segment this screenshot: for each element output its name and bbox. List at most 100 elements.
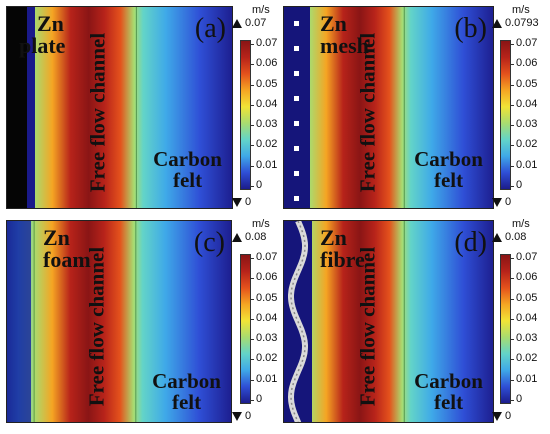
- colorbar-tick-mark: [511, 165, 514, 167]
- panel-b: Zn mesh (b) Free flow channel Carbon felt m/s 0…: [283, 4, 550, 216]
- colorbar-tick-mark: [511, 44, 514, 45]
- zn-label-line1: Zn: [320, 225, 347, 250]
- carbon-label-line1: Carbon: [414, 147, 483, 171]
- colorbar-tick-label: 0.01: [256, 372, 278, 385]
- colorbar-tick-mark: [511, 125, 514, 127]
- panel-d: Zn fibre (d) Free flow channel Carbon felt m/s…: [283, 218, 550, 430]
- min-triangle-icon: [492, 411, 502, 421]
- zn-electrode-label: Zn mesh: [320, 13, 369, 57]
- zn-label-line1: Zn: [37, 11, 64, 36]
- colorbar-tick-label: 0.04: [256, 97, 278, 110]
- colorbar-tick-label: 0.07: [516, 37, 538, 49]
- carbon-label-line1: Carbon: [414, 369, 483, 393]
- panel-letter: (b): [454, 13, 487, 44]
- zn-mesh-region: [284, 7, 310, 208]
- zn-plate-electrode: [7, 7, 27, 208]
- colorbar-tick-label: 0.02: [516, 138, 538, 151]
- colorbar-min: 0: [232, 410, 251, 422]
- velocity-field: [284, 7, 493, 208]
- colorbar-tick-label: 0.04: [256, 311, 278, 324]
- colorbar-tick-label: 0.03: [256, 332, 278, 345]
- colorbar-max: 0.0793: [492, 17, 539, 29]
- free-flow-channel-label: Free flow channel: [84, 246, 109, 406]
- min-triangle-icon: [232, 411, 242, 421]
- colorbar-tick-mark: [511, 400, 514, 401]
- colorbar-max-value: 0.08: [245, 231, 267, 243]
- velocity-field: [7, 221, 231, 422]
- mesh-wire-node: [294, 146, 299, 151]
- colorbar-tick-label: 0.03: [516, 332, 538, 345]
- colorbar-tick-mark: [511, 258, 514, 259]
- colorbar-tick-label: 0: [516, 179, 523, 191]
- colorbar-tick-mark: [251, 104, 254, 106]
- carbon-label-line1: Carbon: [152, 369, 221, 393]
- colorbar-tick-label: 0.07: [516, 251, 538, 263]
- colorbar-tick-label: 0.01: [516, 158, 538, 171]
- velocity-field-plot: Zn foam (c) Free flow channel Carbon felt: [6, 220, 232, 423]
- zn-electrode-label: Zn plate: [19, 11, 65, 57]
- colorbar-tick-mark: [251, 125, 254, 127]
- colorbar-min: 0: [492, 410, 511, 422]
- zn-foam-region: [7, 221, 31, 422]
- zn-label-line1: Zn: [320, 11, 347, 36]
- velocity-gradient: [7, 221, 231, 422]
- carbon-label-line2: felt: [433, 168, 464, 192]
- colorbar-unit: m/s: [252, 218, 270, 230]
- colorbar-unit: m/s: [512, 4, 530, 16]
- colorbar-tick-label: 0.07: [256, 37, 278, 49]
- colorbar-tick-mark: [251, 165, 254, 167]
- colorbar-tick-mark: [251, 84, 254, 86]
- zn-label-line2: mesh: [320, 33, 369, 58]
- colorbar-tick-mark: [251, 400, 254, 401]
- colorbar-tick-mark: [511, 84, 514, 86]
- mesh-wire-node: [294, 71, 299, 76]
- panel-letter: (a): [194, 13, 226, 44]
- velocity-field: [284, 221, 493, 422]
- colorbar: [500, 40, 511, 190]
- mesh-wire-node: [294, 46, 299, 51]
- colorbar-tick-label: 0.04: [516, 311, 538, 324]
- colorbar-tick-mark: [511, 278, 514, 280]
- colorbar-tick-mark: [511, 359, 514, 361]
- colorbar-tick-label: 0.03: [516, 118, 538, 131]
- colorbar-tick-label: 0.05: [256, 77, 278, 90]
- mesh-wire-node: [294, 21, 299, 26]
- max-triangle-icon: [492, 18, 502, 28]
- panel-letter: (c): [193, 227, 225, 258]
- colorbar-unit: m/s: [252, 4, 270, 16]
- colorbar-tick-label: 0.06: [516, 271, 538, 284]
- colorbar-tick-label: 0: [256, 393, 263, 405]
- colorbar-tick-label: 0: [256, 179, 263, 191]
- colorbar-tick-label: 0.06: [516, 57, 538, 70]
- colorbar: [240, 254, 251, 404]
- max-triangle-icon: [232, 18, 242, 28]
- free-flow-channel-label: Free flow channel: [355, 32, 380, 192]
- colorbar-tick-mark: [251, 278, 254, 280]
- colorbar-tick-mark: [251, 145, 254, 147]
- colorbar-tick-mark: [511, 145, 514, 147]
- zn-plate-edge: [27, 7, 35, 208]
- velocity-gradient: [284, 221, 493, 422]
- colorbar-max: 0.08: [492, 231, 526, 243]
- zn-electrode-label: Zn foam: [43, 227, 91, 271]
- zn-fibre-texture: [290, 221, 306, 422]
- colorbar-tick-label: 0.03: [256, 118, 278, 131]
- colorbar-tick-label: 0.04: [516, 97, 538, 110]
- carbon-felt-label: Carbon felt: [414, 371, 483, 413]
- mesh-wire-node: [294, 196, 299, 201]
- colorbar-tick-label: 0.02: [256, 138, 278, 151]
- colorbar-tick-mark: [511, 339, 514, 341]
- colorbar-max: 0.07: [232, 17, 266, 29]
- colorbar-tick-label: 0.05: [256, 291, 278, 304]
- colorbar-tick-label: 0.01: [516, 372, 538, 385]
- carbon-felt-label: Carbon felt: [153, 149, 222, 191]
- zn-label-line2: fibre: [320, 247, 365, 272]
- velocity-field-plot: Zn plate (a) Free flow channel Carbon felt: [6, 6, 233, 209]
- velocity-gradient: [7, 7, 232, 208]
- velocity-gradient: [284, 7, 493, 208]
- colorbar-tick-mark: [251, 298, 254, 300]
- colorbar-tick-label: 0.05: [516, 77, 538, 90]
- colorbar-tick-mark: [511, 298, 514, 300]
- colorbar-tick-label: 0.07: [256, 251, 278, 263]
- colorbar-tick-mark: [511, 318, 514, 320]
